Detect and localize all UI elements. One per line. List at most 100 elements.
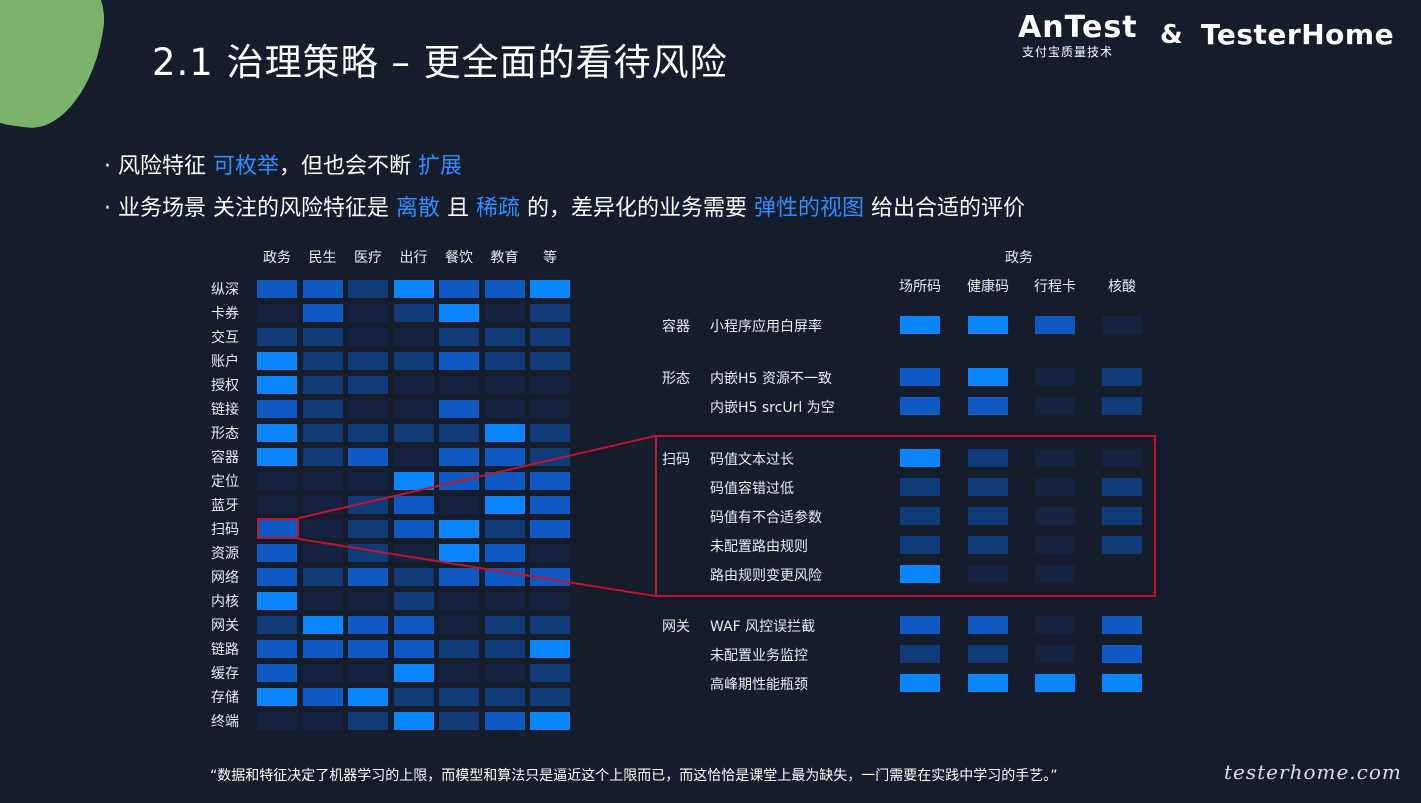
matrix-cell bbox=[302, 592, 343, 610]
detail-cell bbox=[1035, 616, 1075, 634]
matrix-row-label: 链接 bbox=[211, 402, 239, 418]
matrix-cell bbox=[530, 688, 570, 706]
matrix-cell bbox=[257, 328, 297, 346]
detail-cell bbox=[900, 507, 940, 525]
detail-cell bbox=[1035, 449, 1075, 467]
matrix-cell bbox=[393, 544, 434, 562]
matrix-cell bbox=[393, 448, 434, 466]
detail-cell bbox=[1035, 674, 1075, 692]
detail-category-label: 扫码 bbox=[662, 452, 690, 468]
bullet-business-scenarios: · 业务场景 关注的风险特征是 离散 且 稀疏 的，差异化的业务需要 弹性的视图… bbox=[104, 190, 1025, 222]
detail-cell bbox=[968, 536, 1008, 554]
matrix-cell bbox=[257, 712, 297, 730]
matrix-cell bbox=[257, 472, 297, 490]
matrix-cell bbox=[530, 352, 570, 370]
matrix-row-label: 内核 bbox=[211, 594, 239, 610]
matrix-cell bbox=[484, 616, 525, 634]
matrix-cell bbox=[348, 400, 388, 418]
matrix-cell bbox=[439, 640, 479, 658]
detail-cell bbox=[1035, 368, 1075, 386]
detail-cell bbox=[968, 368, 1008, 386]
matrix-cell bbox=[439, 568, 479, 586]
matrix-row-label: 缓存 bbox=[211, 666, 239, 682]
matrix-cell bbox=[484, 328, 525, 346]
connector-line-bottom bbox=[298, 538, 656, 597]
matrix-cell bbox=[484, 664, 525, 682]
matrix-row-label: 定位 bbox=[211, 474, 239, 490]
detail-cell bbox=[900, 478, 940, 496]
matrix-cell bbox=[348, 688, 388, 706]
matrix-cell bbox=[530, 520, 570, 538]
detail-risk-label: 码值文本过长 bbox=[710, 452, 794, 468]
detail-cell bbox=[1102, 316, 1142, 334]
detail-cell bbox=[900, 565, 940, 583]
matrix-cell bbox=[484, 688, 525, 706]
detail-cell bbox=[1035, 397, 1075, 415]
matrix-row-label: 容器 bbox=[211, 450, 239, 466]
detail-risk-label: 未配置业务监控 bbox=[710, 648, 808, 664]
detail-cell bbox=[968, 645, 1008, 663]
matrix-cell bbox=[302, 424, 343, 442]
matrix-cell bbox=[393, 400, 434, 418]
matrix-cell bbox=[530, 616, 570, 634]
matrix-highlight-box bbox=[257, 518, 299, 539]
matrix-cell bbox=[348, 520, 388, 538]
connector-line-top bbox=[298, 435, 656, 519]
matrix-cell bbox=[393, 328, 434, 346]
matrix-cell bbox=[348, 280, 388, 298]
matrix-cell bbox=[302, 544, 343, 562]
matrix-cell bbox=[348, 616, 388, 634]
matrix-cell bbox=[439, 496, 479, 514]
matrix-cell bbox=[530, 496, 570, 514]
matrix-cell bbox=[439, 592, 479, 610]
matrix-cell bbox=[302, 520, 343, 538]
matrix-cell bbox=[348, 472, 388, 490]
detail-risk-label: 码值有不合适参数 bbox=[710, 510, 822, 526]
matrix-cell bbox=[439, 304, 479, 322]
matrix-col-header: 等 bbox=[543, 250, 557, 266]
detail-cell bbox=[900, 449, 940, 467]
matrix-col-header: 医疗 bbox=[354, 250, 382, 266]
matrix-cell bbox=[302, 448, 343, 466]
matrix-cell bbox=[484, 304, 525, 322]
detail-group-header: 政务 bbox=[1005, 250, 1033, 266]
matrix-row-label: 交互 bbox=[211, 330, 239, 346]
matrix-cell bbox=[484, 424, 525, 442]
matrix-row-label: 账户 bbox=[211, 354, 239, 370]
matrix-cell bbox=[439, 616, 479, 634]
matrix-cell bbox=[484, 376, 525, 394]
detail-cell bbox=[1102, 616, 1142, 634]
matrix-row-label: 网关 bbox=[211, 618, 239, 634]
matrix-cell bbox=[257, 616, 297, 634]
footer-quote: “数据和特征决定了机器学习的上限，而模型和算法只是逼近这个上限而已，而这恰恰是课… bbox=[210, 768, 1058, 784]
matrix-cell bbox=[302, 640, 343, 658]
matrix-cell bbox=[302, 616, 343, 634]
matrix-cell bbox=[530, 640, 570, 658]
matrix-cell bbox=[257, 544, 297, 562]
detail-cell bbox=[1035, 507, 1075, 525]
matrix-row-label: 网络 bbox=[211, 570, 239, 586]
matrix-cell bbox=[439, 400, 479, 418]
matrix-cell bbox=[530, 304, 570, 322]
matrix-cell bbox=[530, 592, 570, 610]
detail-cell bbox=[1102, 674, 1142, 692]
matrix-cell bbox=[439, 712, 479, 730]
matrix-cell bbox=[439, 664, 479, 682]
detail-cell bbox=[968, 507, 1008, 525]
matrix-cell bbox=[530, 424, 570, 442]
page-title: 2.1 治理策略 – 更全面的看待风险 bbox=[152, 41, 728, 84]
matrix-cell bbox=[393, 280, 434, 298]
matrix-cell bbox=[439, 688, 479, 706]
detail-cell bbox=[1102, 368, 1142, 386]
detail-col-header: 场所码 bbox=[899, 279, 941, 295]
matrix-cell bbox=[484, 280, 525, 298]
matrix-cell bbox=[393, 664, 434, 682]
matrix-cell bbox=[439, 448, 479, 466]
matrix-cell bbox=[530, 664, 570, 682]
matrix-cell bbox=[302, 712, 343, 730]
detail-cell bbox=[1102, 507, 1142, 525]
detail-cell bbox=[900, 536, 940, 554]
matrix-col-header: 政务 bbox=[263, 250, 291, 266]
matrix-cell bbox=[484, 712, 525, 730]
matrix-cell bbox=[302, 568, 343, 586]
